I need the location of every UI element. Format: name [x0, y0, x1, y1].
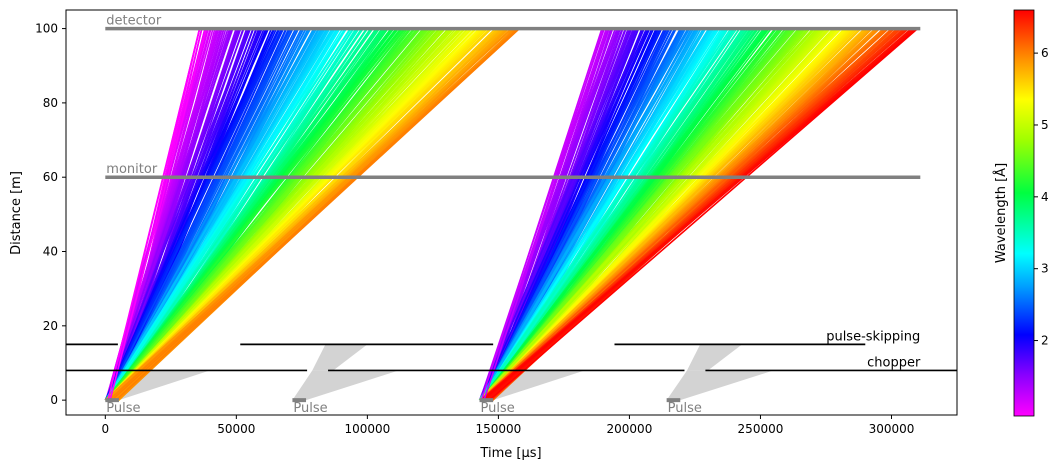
- x-tick-label-2: 100000: [344, 422, 390, 436]
- colorbar-tick-label-0: 2: [1041, 334, 1049, 348]
- neutron-ray-p1-173: [105, 28, 415, 401]
- monitor-label: monitor: [106, 162, 158, 177]
- neutron-ray-p3-72: [479, 28, 691, 401]
- colorbar-ticks: 2 3 4 5 6: [1034, 46, 1049, 348]
- neutron-ray-outlier-2: [109, 28, 207, 401]
- shaded-fan-4: [666, 370, 774, 401]
- x-tick-label-6: 300000: [869, 422, 915, 436]
- neutron-ray-p3-179: [479, 28, 820, 401]
- pulse-label-3: Pulse: [481, 401, 515, 416]
- neutron-ray-p3-160: [480, 28, 800, 401]
- neutron-ray-p1-65: [104, 28, 280, 401]
- neutron-ray-p3-228: [480, 27, 880, 401]
- neutron-ray-outlier-8: [488, 27, 919, 401]
- neutron-ray-p3-136: [479, 28, 768, 401]
- neutron-ray-p1-57: [104, 28, 270, 401]
- pulse-label-1: Pulse: [106, 401, 140, 416]
- x-tick-label-5: 250000: [738, 422, 784, 436]
- neutron-ray-p3-138: [481, 28, 770, 401]
- shaded-fan-2: [292, 370, 399, 401]
- neutron-ray-p3-201: [480, 28, 849, 401]
- neutron-ray-p3-79: [481, 28, 699, 401]
- y-tick-label-5: 100: [35, 22, 58, 36]
- neutron-ray-p1-184: [106, 28, 426, 401]
- neutron-ray-p1-101: [104, 28, 325, 401]
- x-tick-label-3: 150000: [475, 422, 521, 436]
- y-tick-label-4: 80: [43, 96, 58, 110]
- neutron-ray-p1-168: [104, 28, 407, 401]
- y-axis-label: Distance [m]: [9, 171, 24, 255]
- colorbar-tick-label-4: 6: [1041, 46, 1049, 60]
- neutron-ray-p3-159: [479, 28, 797, 401]
- neutron-ray-p1-155: [105, 28, 392, 401]
- neutron-ray-p3-248: [480, 27, 905, 401]
- x-tick-label-1: 50000: [217, 422, 255, 436]
- y-tick-label-0: 0: [50, 393, 58, 407]
- y-tick-label-3: 60: [43, 170, 58, 184]
- chopper-label: chopper: [867, 355, 921, 370]
- colorbar-tick-label-1: 3: [1041, 262, 1049, 276]
- neutron-ray-outlier-6: [483, 28, 608, 401]
- neutron-ray-outlier-4: [111, 27, 520, 401]
- neutron-ray-p3-239: [479, 27, 893, 401]
- neutron-ray-p1-133: [106, 28, 364, 401]
- plot-area: detector monitor pulse-skipping chopper Puls…: [66, 14, 957, 416]
- neutron-ray-p1-209: [105, 28, 460, 401]
- colorbar: [1013, 9, 1035, 417]
- neutron-ray-outlier-7: [486, 27, 913, 401]
- colorbar-label: Wavelength [Å]: [993, 163, 1009, 263]
- x-tick-label-0: 0: [101, 422, 109, 436]
- shaded-fan-upper-4: [687, 344, 743, 371]
- neutron-ray-p1-40: [104, 28, 250, 401]
- pulse-skipping-label: pulse-skipping: [826, 329, 920, 344]
- neutron-ray-outlier-5: [480, 28, 603, 401]
- neutron-ray-p1-258: [108, 27, 519, 401]
- neutron-ray-p1-90: [105, 28, 312, 401]
- colorbar-tick-label-2: 4: [1041, 190, 1049, 204]
- colorbar-tick-label-3: 5: [1041, 118, 1049, 132]
- neutron-ray-p1-233: [105, 28, 486, 401]
- shaded-fan-upper-2: [312, 344, 368, 371]
- neutron-ray-p3-27: [479, 28, 636, 401]
- pulse-label-2: Pulse: [293, 401, 327, 416]
- neutron-ray-p3-110: [478, 28, 738, 401]
- y-tick-label-2: 40: [43, 245, 58, 259]
- y-tick-label-1: 20: [43, 319, 58, 333]
- x-axis-label: Time [µs]: [479, 446, 541, 461]
- neutron-ray-p1-75: [105, 28, 292, 401]
- x-tick-label-4: 200000: [607, 422, 653, 436]
- neutron-ray-p1-67: [106, 28, 283, 401]
- x-axis: 0 50000 100000 150000 200000 250000 300000: [101, 415, 914, 436]
- pulse-label-4: Pulse: [668, 401, 702, 416]
- detector-label: detector: [106, 14, 162, 29]
- neutron-ray-p1-114: [105, 28, 341, 401]
- plot-frame: [65, 9, 958, 416]
- y-axis: 0 20 40 60 80 100: [35, 22, 66, 407]
- neutron-ray-p3-37: [479, 28, 648, 401]
- neutron-ray-outlier-1: [107, 28, 201, 401]
